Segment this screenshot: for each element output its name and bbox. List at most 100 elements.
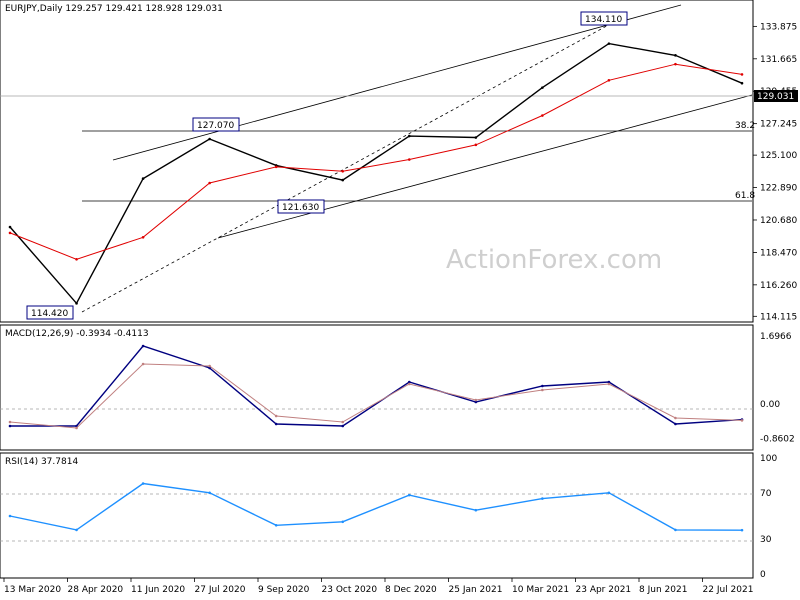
series-point-2-0 bbox=[208, 491, 211, 495]
macd-y-tick-label: -0.8602 bbox=[760, 434, 795, 444]
price-series-layer bbox=[8, 42, 744, 305]
svg-text:127.070: 127.070 bbox=[197, 121, 234, 131]
series-point-0-0 bbox=[541, 86, 544, 89]
channel-lower-line bbox=[217, 94, 753, 239]
series-point-1-1 bbox=[474, 398, 478, 402]
series-point-2-0 bbox=[674, 528, 677, 532]
x-axis: 13 Mar 2020 28 Apr 2020 11 Jun 2020 27 Jul … bbox=[3, 578, 753, 595]
price-y-tick-label: 133.875 bbox=[760, 22, 797, 32]
svg-text:114.420: 114.420 bbox=[31, 309, 68, 319]
series-point-0-1 bbox=[541, 114, 544, 117]
series-line-1-0 bbox=[10, 345, 743, 427]
series-point-2-0 bbox=[740, 528, 744, 532]
fib-38-label: 38.2 bbox=[735, 121, 755, 131]
series-point-2-0 bbox=[407, 493, 411, 497]
series-point-2-0 bbox=[474, 508, 478, 512]
series-point-2-0 bbox=[75, 528, 78, 532]
series-point-0-1 bbox=[474, 143, 478, 147]
series-point-1-1 bbox=[274, 414, 278, 418]
series-point-1-0 bbox=[8, 424, 12, 428]
rsi-y-tick-label: 0 bbox=[760, 570, 766, 580]
series-line-0-0 bbox=[9, 42, 743, 305]
x-tick-label: 9 Sep 2020 bbox=[258, 585, 310, 595]
x-tick-label: 8 Jun 2021 bbox=[639, 585, 687, 595]
annotation-127: 127.070 bbox=[192, 117, 240, 132]
series-point-1-1 bbox=[674, 416, 677, 420]
rsi-y-axis: 100 70 30 0 bbox=[760, 454, 777, 580]
series-point-1-1 bbox=[141, 362, 145, 366]
price-y-tick-label: 120.680 bbox=[760, 216, 797, 226]
series-point-0-0 bbox=[607, 42, 611, 45]
svg-text:121.630: 121.630 bbox=[282, 203, 319, 213]
price-y-tick-label: 127.245 bbox=[760, 120, 797, 130]
series-point-0-1 bbox=[740, 73, 744, 76]
series-point-0-0 bbox=[740, 81, 744, 85]
price-panel-frame bbox=[0, 0, 754, 323]
series-point-1-1 bbox=[341, 420, 345, 424]
series-point-1-0 bbox=[407, 380, 411, 384]
series-point-1-0 bbox=[208, 366, 211, 370]
series-point-0-0 bbox=[8, 225, 12, 229]
rsi-y-tick-label: 70 bbox=[760, 489, 772, 499]
series-point-0-0 bbox=[474, 136, 478, 139]
series-point-1-0 bbox=[674, 422, 677, 426]
annotation-121: 121.630 bbox=[277, 199, 325, 214]
series-point-1-1 bbox=[208, 364, 211, 368]
annotation-high: 134.110 bbox=[580, 11, 628, 26]
price-y-axis: 133.875131.665129.455127.245125.100122.8… bbox=[753, 22, 797, 322]
price-y-tick-label: 118.470 bbox=[760, 248, 797, 258]
svg-text:129.031: 129.031 bbox=[757, 92, 794, 102]
series-point-2-0 bbox=[8, 514, 12, 518]
x-tick-label: 25 Jan 2021 bbox=[449, 585, 503, 595]
annotation-low: 114.420 bbox=[26, 305, 74, 320]
watermark: ActionForex.com bbox=[446, 245, 662, 275]
x-tick-label: 13 Mar 2020 bbox=[4, 585, 61, 595]
rsi-header: RSI(14) 37.7814 bbox=[5, 457, 78, 467]
series-line-1-1 bbox=[9, 363, 743, 429]
series-point-0-0 bbox=[674, 54, 677, 57]
series-point-0-1 bbox=[8, 231, 12, 235]
series-point-2-0 bbox=[341, 520, 345, 524]
x-tick-label: 28 Apr 2020 bbox=[68, 585, 124, 595]
x-tick-label: 8 Dec 2020 bbox=[385, 585, 437, 595]
series-point-0-1 bbox=[341, 169, 345, 173]
series-point-1-1 bbox=[407, 382, 411, 386]
series-point-0-1 bbox=[208, 181, 211, 185]
price-y-tick-label: 114.115 bbox=[760, 312, 797, 322]
rsi-y-tick-label: 100 bbox=[760, 454, 777, 464]
last-price-box: 129.031 bbox=[754, 90, 798, 102]
series-point-0-1 bbox=[407, 158, 411, 161]
x-tick-label: 10 Mar 2021 bbox=[512, 585, 569, 595]
rsi-panel-frame bbox=[0, 452, 754, 579]
series-point-1-1 bbox=[607, 382, 611, 386]
series-line-2-0 bbox=[9, 482, 743, 531]
macd-header: MACD(12,26,9) -0.3934 -0.4113 bbox=[5, 329, 149, 339]
x-tick-label: 27 Jul 2020 bbox=[195, 585, 246, 595]
x-tick-label: 23 Oct 2020 bbox=[322, 585, 378, 595]
series-point-0-1 bbox=[75, 258, 78, 261]
macd-y-tick-label: 0.00 bbox=[760, 400, 780, 410]
price-y-tick-label: 116.260 bbox=[760, 281, 797, 291]
price-y-tick-label: 131.665 bbox=[760, 55, 797, 65]
series-point-1-0 bbox=[474, 400, 478, 404]
series-point-1-1 bbox=[740, 419, 744, 422]
trend-dotted-line bbox=[81, 15, 626, 313]
price-overlays bbox=[0, 4, 753, 313]
series-point-0-1 bbox=[607, 78, 611, 82]
channel-upper-line bbox=[112, 4, 682, 161]
rsi-y-tick-label: 30 bbox=[760, 535, 772, 545]
series-point-0-1 bbox=[274, 165, 278, 169]
series-line-0-1 bbox=[9, 63, 743, 260]
fib-61-label: 61.8 bbox=[735, 191, 755, 201]
series-point-1-0 bbox=[274, 422, 278, 426]
macd-panel-frame bbox=[0, 324, 754, 451]
series-point-0-0 bbox=[141, 177, 145, 180]
series-point-0-0 bbox=[341, 178, 345, 182]
macd-y-tick-label: 1.6966 bbox=[760, 332, 792, 342]
macd-y-axis: 1.6966 0.00 -0.8602 bbox=[760, 332, 795, 444]
series-point-1-0 bbox=[141, 344, 145, 348]
series-point-1-0 bbox=[607, 380, 611, 384]
series-point-1-1 bbox=[8, 420, 12, 424]
macd-series-layer bbox=[8, 344, 744, 430]
